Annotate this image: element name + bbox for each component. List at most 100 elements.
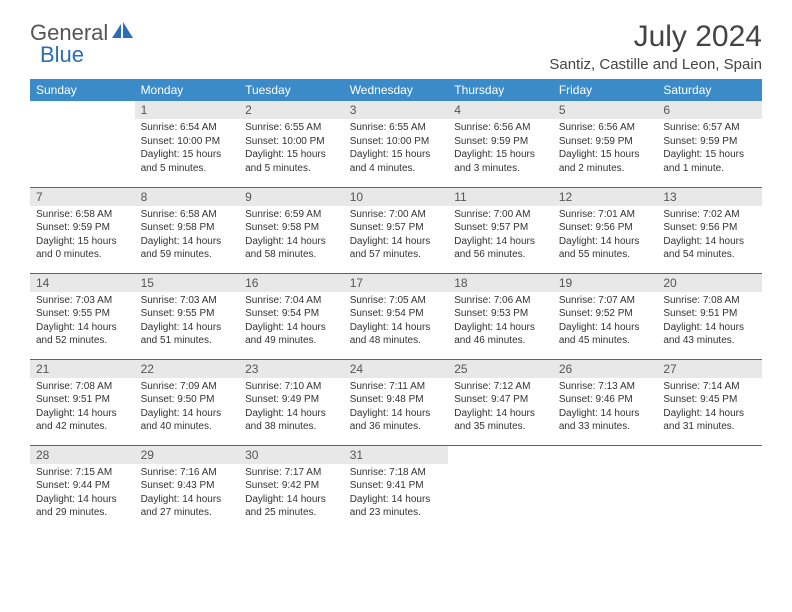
day-details: Sunrise: 7:06 AMSunset: 9:53 PMDaylight:… (448, 292, 553, 352)
day-details: Sunrise: 7:12 AMSunset: 9:47 PMDaylight:… (448, 378, 553, 438)
day-details: Sunrise: 7:03 AMSunset: 9:55 PMDaylight:… (30, 292, 135, 352)
day-number: 22 (135, 360, 240, 378)
calendar-day-cell: 4Sunrise: 6:56 AMSunset: 9:59 PMDaylight… (448, 101, 553, 187)
calendar-day-cell: . (657, 445, 762, 531)
calendar-day-cell: 18Sunrise: 7:06 AMSunset: 9:53 PMDayligh… (448, 273, 553, 359)
calendar-week-row: 14Sunrise: 7:03 AMSunset: 9:55 PMDayligh… (30, 273, 762, 359)
day-details: Sunrise: 7:08 AMSunset: 9:51 PMDaylight:… (657, 292, 762, 352)
day-number: 9 (239, 188, 344, 206)
day-number: 5 (553, 101, 658, 119)
day-number: 12 (553, 188, 658, 206)
day-number: 7 (30, 188, 135, 206)
day-details: Sunrise: 6:55 AMSunset: 10:00 PMDaylight… (239, 119, 344, 179)
day-details: Sunrise: 7:11 AMSunset: 9:48 PMDaylight:… (344, 378, 449, 438)
calendar-day-cell: 7Sunrise: 6:58 AMSunset: 9:59 PMDaylight… (30, 187, 135, 273)
day-number: 6 (657, 101, 762, 119)
calendar-table: SundayMondayTuesdayWednesdayThursdayFrid… (30, 79, 762, 531)
day-details: Sunrise: 7:15 AMSunset: 9:44 PMDaylight:… (30, 464, 135, 524)
calendar-day-cell: 25Sunrise: 7:12 AMSunset: 9:47 PMDayligh… (448, 359, 553, 445)
day-number: 17 (344, 274, 449, 292)
calendar-day-cell: 21Sunrise: 7:08 AMSunset: 9:51 PMDayligh… (30, 359, 135, 445)
day-details: Sunrise: 7:00 AMSunset: 9:57 PMDaylight:… (448, 206, 553, 266)
calendar-day-cell: 10Sunrise: 7:00 AMSunset: 9:57 PMDayligh… (344, 187, 449, 273)
weekday-header: Wednesday (344, 79, 449, 101)
day-details: Sunrise: 6:55 AMSunset: 10:00 PMDaylight… (344, 119, 449, 179)
logo-text-blue: Blue (40, 42, 84, 67)
day-details: Sunrise: 7:04 AMSunset: 9:54 PMDaylight:… (239, 292, 344, 352)
day-number: 29 (135, 446, 240, 464)
weekday-header: Friday (553, 79, 658, 101)
day-number: 2 (239, 101, 344, 119)
day-number: 14 (30, 274, 135, 292)
day-details: Sunrise: 7:08 AMSunset: 9:51 PMDaylight:… (30, 378, 135, 438)
day-number: 25 (448, 360, 553, 378)
calendar-day-cell: 31Sunrise: 7:18 AMSunset: 9:41 PMDayligh… (344, 445, 449, 531)
calendar-day-cell: 6Sunrise: 6:57 AMSunset: 9:59 PMDaylight… (657, 101, 762, 187)
weekday-header: Tuesday (239, 79, 344, 101)
calendar-day-cell: 2Sunrise: 6:55 AMSunset: 10:00 PMDayligh… (239, 101, 344, 187)
day-details: Sunrise: 7:16 AMSunset: 9:43 PMDaylight:… (135, 464, 240, 524)
calendar-day-cell: 5Sunrise: 6:56 AMSunset: 9:59 PMDaylight… (553, 101, 658, 187)
day-number: 18 (448, 274, 553, 292)
calendar-day-cell: 14Sunrise: 7:03 AMSunset: 9:55 PMDayligh… (30, 273, 135, 359)
calendar-day-cell: 15Sunrise: 7:03 AMSunset: 9:55 PMDayligh… (135, 273, 240, 359)
day-details: Sunrise: 7:00 AMSunset: 9:57 PMDaylight:… (344, 206, 449, 266)
day-number: 19 (553, 274, 658, 292)
calendar-day-cell: . (553, 445, 658, 531)
page-title: July 2024 (549, 20, 762, 54)
day-number: 20 (657, 274, 762, 292)
day-details: Sunrise: 7:17 AMSunset: 9:42 PMDaylight:… (239, 464, 344, 524)
calendar-day-cell: 9Sunrise: 6:59 AMSunset: 9:58 PMDaylight… (239, 187, 344, 273)
calendar-day-cell: 23Sunrise: 7:10 AMSunset: 9:49 PMDayligh… (239, 359, 344, 445)
day-details: Sunrise: 6:54 AMSunset: 10:00 PMDaylight… (135, 119, 240, 179)
day-number: 23 (239, 360, 344, 378)
day-details: Sunrise: 7:09 AMSunset: 9:50 PMDaylight:… (135, 378, 240, 438)
day-details: Sunrise: 6:57 AMSunset: 9:59 PMDaylight:… (657, 119, 762, 179)
day-number: 11 (448, 188, 553, 206)
day-number: 10 (344, 188, 449, 206)
day-details: Sunrise: 6:59 AMSunset: 9:58 PMDaylight:… (239, 206, 344, 266)
calendar-header-row: SundayMondayTuesdayWednesdayThursdayFrid… (30, 79, 762, 101)
day-details: Sunrise: 6:56 AMSunset: 9:59 PMDaylight:… (553, 119, 658, 179)
day-number: 24 (344, 360, 449, 378)
calendar-day-cell: 13Sunrise: 7:02 AMSunset: 9:56 PMDayligh… (657, 187, 762, 273)
logo-sail-icon (112, 22, 134, 45)
day-number: 8 (135, 188, 240, 206)
day-number: 26 (553, 360, 658, 378)
day-details: Sunrise: 7:10 AMSunset: 9:49 PMDaylight:… (239, 378, 344, 438)
day-number: 13 (657, 188, 762, 206)
calendar-day-cell: 26Sunrise: 7:13 AMSunset: 9:46 PMDayligh… (553, 359, 658, 445)
calendar-day-cell: 22Sunrise: 7:09 AMSunset: 9:50 PMDayligh… (135, 359, 240, 445)
calendar-day-cell: 27Sunrise: 7:14 AMSunset: 9:45 PMDayligh… (657, 359, 762, 445)
day-number: 27 (657, 360, 762, 378)
header: General July 2024 Santiz, Castille and L… (30, 20, 762, 73)
day-details: Sunrise: 7:01 AMSunset: 9:56 PMDaylight:… (553, 206, 658, 266)
day-details: Sunrise: 7:14 AMSunset: 9:45 PMDaylight:… (657, 378, 762, 438)
weekday-header: Sunday (30, 79, 135, 101)
day-details: Sunrise: 7:18 AMSunset: 9:41 PMDaylight:… (344, 464, 449, 524)
calendar-day-cell: 20Sunrise: 7:08 AMSunset: 9:51 PMDayligh… (657, 273, 762, 359)
day-details: Sunrise: 6:56 AMSunset: 9:59 PMDaylight:… (448, 119, 553, 179)
day-details: Sunrise: 7:07 AMSunset: 9:52 PMDaylight:… (553, 292, 658, 352)
weekday-header: Monday (135, 79, 240, 101)
day-details: Sunrise: 7:13 AMSunset: 9:46 PMDaylight:… (553, 378, 658, 438)
calendar-day-cell: 17Sunrise: 7:05 AMSunset: 9:54 PMDayligh… (344, 273, 449, 359)
calendar-day-cell: 29Sunrise: 7:16 AMSunset: 9:43 PMDayligh… (135, 445, 240, 531)
day-number: 4 (448, 101, 553, 119)
calendar-day-cell: 16Sunrise: 7:04 AMSunset: 9:54 PMDayligh… (239, 273, 344, 359)
calendar-day-cell: 30Sunrise: 7:17 AMSunset: 9:42 PMDayligh… (239, 445, 344, 531)
weekday-header: Saturday (657, 79, 762, 101)
day-details: Sunrise: 6:58 AMSunset: 9:59 PMDaylight:… (30, 206, 135, 266)
weekday-header: Thursday (448, 79, 553, 101)
day-details: Sunrise: 6:58 AMSunset: 9:58 PMDaylight:… (135, 206, 240, 266)
day-details: Sunrise: 7:02 AMSunset: 9:56 PMDaylight:… (657, 206, 762, 266)
calendar-day-cell: 1Sunrise: 6:54 AMSunset: 10:00 PMDayligh… (135, 101, 240, 187)
calendar-week-row: .1Sunrise: 6:54 AMSunset: 10:00 PMDaylig… (30, 101, 762, 187)
day-details: Sunrise: 7:05 AMSunset: 9:54 PMDaylight:… (344, 292, 449, 352)
calendar-week-row: 28Sunrise: 7:15 AMSunset: 9:44 PMDayligh… (30, 445, 762, 531)
day-number: 16 (239, 274, 344, 292)
calendar-day-cell: 12Sunrise: 7:01 AMSunset: 9:56 PMDayligh… (553, 187, 658, 273)
calendar-week-row: 7Sunrise: 6:58 AMSunset: 9:59 PMDaylight… (30, 187, 762, 273)
calendar-week-row: 21Sunrise: 7:08 AMSunset: 9:51 PMDayligh… (30, 359, 762, 445)
day-number: 31 (344, 446, 449, 464)
